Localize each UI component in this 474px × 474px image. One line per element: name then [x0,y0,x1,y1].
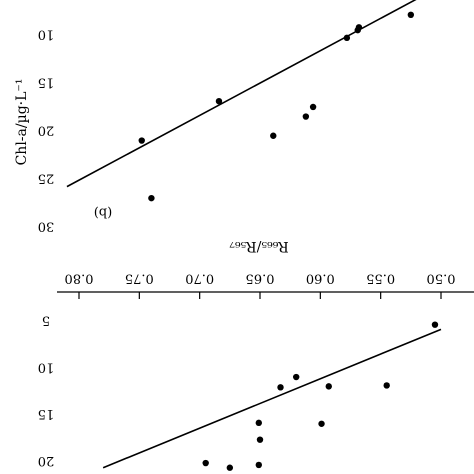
panel-b-y-axis-label: Chl-a/µg·L⁻¹ [14,79,30,166]
panel-lower-point-2 [383,382,390,389]
panel-b-points [138,11,415,202]
panel-lower-x-tick-5: 0.70 [185,271,214,286]
panel-lower-fit-line [102,328,442,469]
panel-lower-point-3 [325,383,332,390]
panel-b-point-6 [302,113,310,120]
panel-lower-x-tick-3: 0.60 [306,271,335,286]
panel-lower-y-ticks: 5 10 15 20 [38,313,55,468]
panel-lower-y-tick-1: 5 [42,313,50,328]
panel-b: 10 15 20 25 30 (b) Chl-a/µg·L⁻¹ [14,0,417,234]
panel-b-point-9 [138,137,145,144]
panel-b-y-tick-2: 15 [38,75,55,90]
panel-lower-x-tick-7: 0.80 [65,271,94,286]
panel-lower-x-tick-2: 0.55 [366,271,395,286]
panel-lower-x-tick-6: 0.75 [125,271,154,286]
panel-b-fit-line [66,0,417,188]
panel-b-point-1 [407,11,415,18]
panel-b-y-tick-5: 30 [38,219,55,234]
panel-lower-point-5 [293,373,300,381]
panel-b-point-10 [148,194,155,202]
panel-lower-x-tick-1: 0.50 [427,271,456,286]
panel-lower-y-tick-2: 10 [38,359,55,374]
panel-b-y-tick-4: 25 [38,171,55,186]
panel-lower-x-ticks: 0.50 0.55 0.60 0.65 0.70 0.75 0.80 [65,271,456,299]
panel-lower-points [202,321,439,471]
panel-lower-point-10 [202,459,209,467]
panel-lower-y-tick-4: 20 [38,453,55,468]
panel-lower-point-1 [431,321,439,328]
panel-lower-point-6 [277,384,284,391]
panel-lower-point-9 [255,461,262,469]
panel-lower: 0.50 0.55 0.60 0.65 0.70 0.75 0.80 R₆₆₅/R₅₆₇ 5… [38,238,474,471]
panel-b-point-5 [309,103,317,111]
x-axis-label: R₆₆₅/R₅₆₇ [229,238,289,254]
panel-b-y-tick-3: 20 [38,123,55,138]
panel-lower-point-7 [255,419,262,427]
panel-lower-point-11 [226,464,234,471]
panel-lower-point-8 [256,436,264,443]
panel-lower-point-4 [318,420,325,427]
panel-b-y-tick-1: 10 [38,27,55,42]
panel-lower-y-tick-3: 15 [38,406,55,421]
panel-b-point-7 [270,132,277,139]
panel-lower-x-tick-4: 0.65 [246,271,275,286]
panel-b-point-8 [215,98,223,105]
panel-b-label: (b) [94,205,112,220]
panel-b-y-ticks: 10 15 20 25 30 [38,27,55,234]
